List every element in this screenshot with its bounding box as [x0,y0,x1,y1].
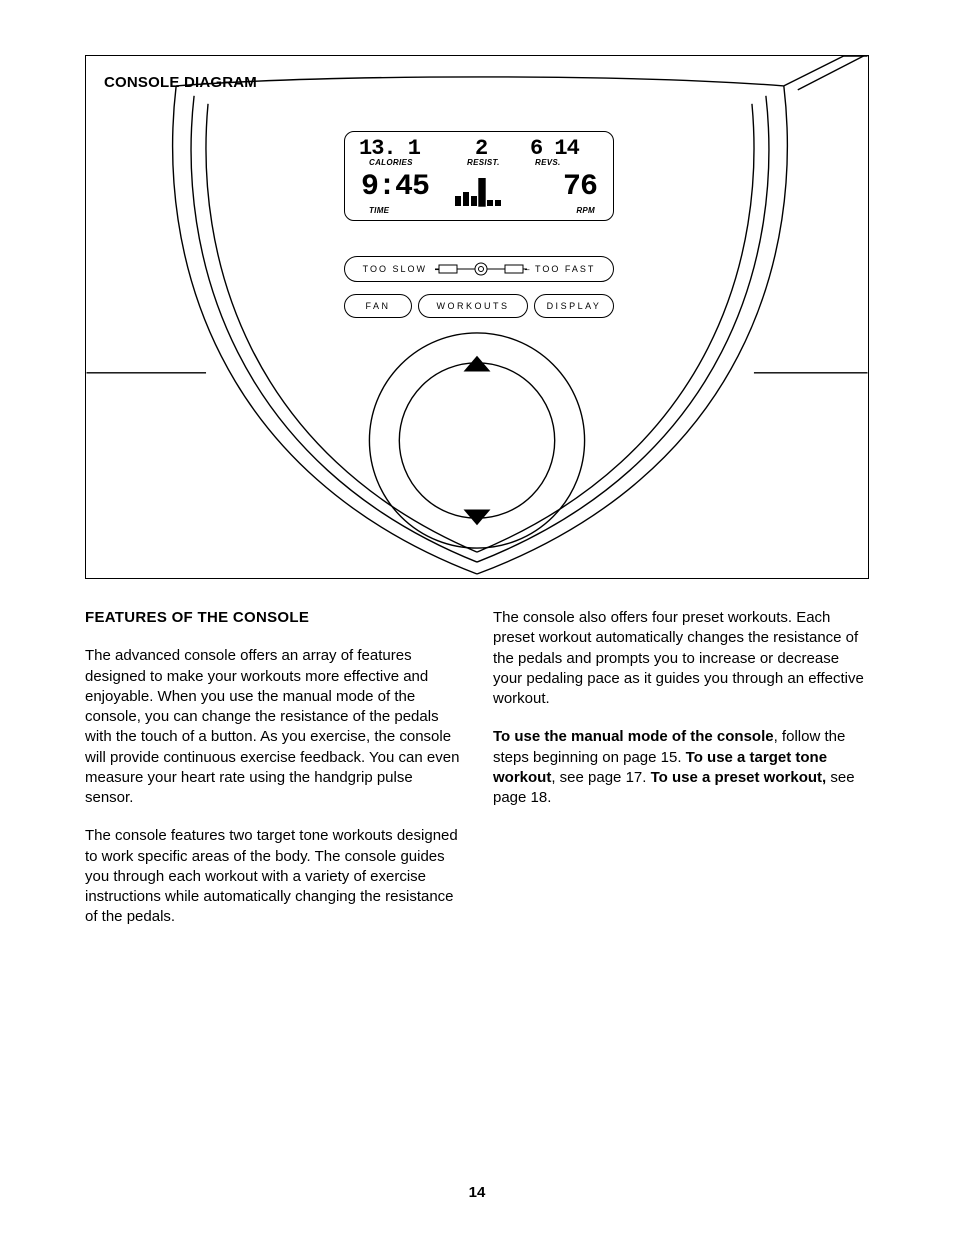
features-heading: FEATURES OF THE CONSOLE [85,608,461,628]
resist-label: RESIST. [467,158,500,167]
pace-fast-label: TOO FAST [535,264,595,274]
pace-slow-label: TOO SLOW [363,264,427,274]
pace-indicator: TOO SLOW – – TOO FAST [344,256,614,282]
rpm-label: RPM [576,206,595,215]
lcd-bars-icon [455,178,505,208]
console-diagram-frame: CONSOLE DIAGRAM [85,55,869,579]
workouts-button[interactable]: WORKOUTS [418,294,528,318]
revs-label: REVS. [535,158,561,167]
display-button[interactable]: DISPLAY [534,294,614,318]
paragraph-3: The console also offers four preset work… [493,608,869,709]
left-column: FEATURES OF THE CONSOLE The advanced con… [85,608,461,946]
time-label: TIME [369,206,389,215]
paragraph-1: The advanced console offers an array of … [85,646,461,808]
page-number: 14 [0,1184,954,1201]
body-text: FEATURES OF THE CONSOLE The advanced con… [85,608,869,946]
rpm-value: 76 [563,170,597,204]
right-column: The console also offers four preset work… [493,608,869,946]
paragraph-4: To use the manual mode of the console, f… [493,727,869,808]
console-buttons-row: FAN WORKOUTS DISPLAY [344,294,614,320]
pace-indicator-icon: – – [431,262,531,276]
svg-text:–: – [525,265,531,274]
fan-button[interactable]: FAN [344,294,412,318]
lcd-screen: 13. 1 CALORIES 2 RESIST. 6 14 REVS. 9:45… [344,131,614,221]
svg-text:–: – [435,265,441,274]
calories-label: CALORIES [369,158,413,167]
time-value: 9:45 [361,170,429,204]
paragraph-2: The console features two target tone wor… [85,826,461,927]
